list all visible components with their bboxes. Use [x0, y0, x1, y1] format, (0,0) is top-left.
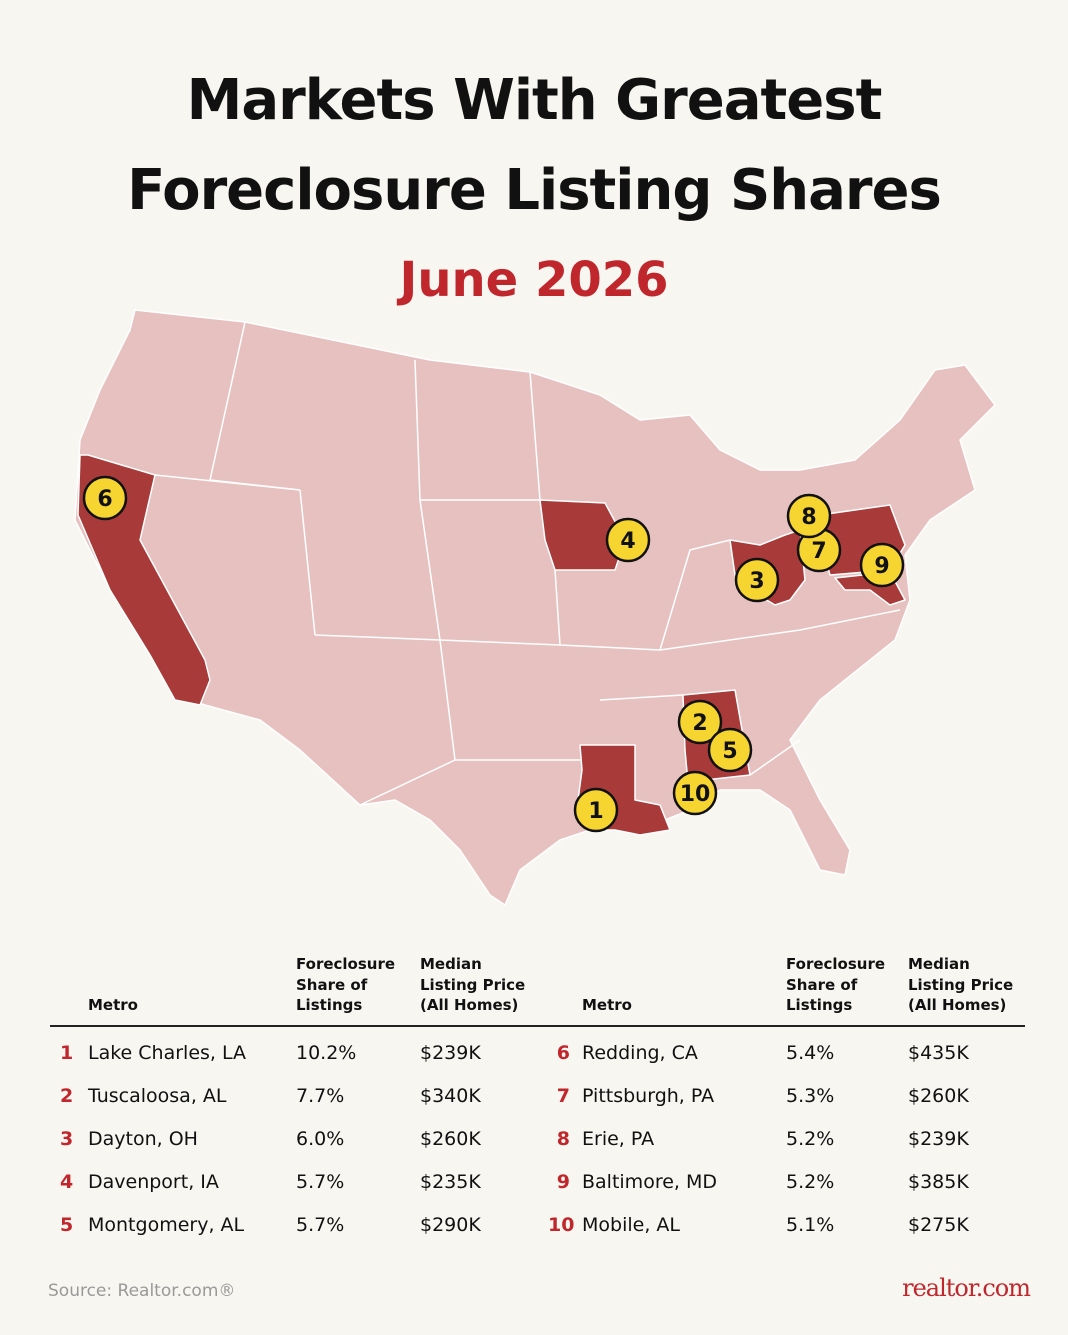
column-header: Foreclosure Share of Listings	[296, 955, 396, 1014]
marker-circle	[677, 699, 723, 745]
marker-label: 2	[692, 711, 707, 736]
marker-label: 10	[680, 782, 711, 807]
marker-label: 9	[874, 554, 889, 579]
subtitle: June 2026	[399, 252, 669, 308]
rank: 3	[60, 1128, 74, 1150]
share: 5.4%	[786, 1042, 835, 1064]
price: $385K	[908, 1171, 969, 1193]
marker-label: 7	[811, 539, 826, 564]
marker-circle	[786, 493, 832, 539]
share: 10.2%	[296, 1042, 357, 1064]
rank: 6	[556, 1042, 570, 1064]
rank: 5	[60, 1214, 74, 1236]
marker-circle	[672, 770, 718, 816]
metro: Baltimore, MD	[582, 1171, 718, 1193]
title-line: Markets With Greatest	[186, 68, 883, 133]
rank: 10	[548, 1214, 575, 1236]
share: 5.1%	[786, 1214, 835, 1236]
price: $239K	[420, 1042, 481, 1064]
us-outline	[74, 309, 996, 906]
rank: 8	[556, 1128, 570, 1150]
rank: 4	[60, 1171, 74, 1193]
price: $260K	[908, 1085, 969, 1107]
title-line: Foreclosure Listing Shares	[127, 158, 942, 223]
state-highlight	[539, 499, 626, 571]
price: $290K	[420, 1214, 481, 1236]
price: $275K	[908, 1214, 969, 1236]
logo: realtor.com	[902, 1274, 1031, 1302]
price: $435K	[908, 1042, 969, 1064]
source: Source: Realtor.com®	[48, 1281, 236, 1301]
rank: 7	[556, 1085, 570, 1107]
rank: 2	[60, 1085, 74, 1107]
marker-circle	[605, 517, 651, 563]
marker-label: 4	[620, 529, 635, 554]
marker-label: 5	[722, 739, 737, 764]
metro: Erie, PA	[582, 1128, 655, 1150]
marker-circle	[82, 475, 128, 521]
marker-circle	[734, 557, 780, 603]
column-header: Foreclosure Share of Listings	[786, 955, 886, 1014]
marker-circle	[859, 542, 905, 588]
metro: Tuscaloosa, AL	[88, 1085, 227, 1107]
price: $239K	[908, 1128, 969, 1150]
share: 7.7%	[296, 1085, 345, 1107]
metro: Dayton, OH	[88, 1128, 198, 1150]
column-header: Metro	[88, 996, 138, 1014]
share: 5.2%	[786, 1171, 835, 1193]
markers: 1 2 3 4 5 6 7 8 9 10	[82, 475, 905, 833]
marker-circle	[707, 727, 753, 773]
rank: 1	[60, 1042, 74, 1064]
share: 5.7%	[296, 1214, 345, 1236]
marker-circle	[573, 787, 619, 833]
us-map: 1 2 3 4 5 6 7 8 9 10	[74, 309, 996, 906]
metro: Mobile, AL	[582, 1214, 680, 1236]
metro: Davenport, IA	[88, 1171, 219, 1193]
header-rule	[50, 1025, 1025, 1027]
metro: Montgomery, AL	[88, 1214, 245, 1236]
marker-label: 8	[801, 505, 816, 530]
share: 6.0%	[296, 1128, 345, 1150]
metro: Redding, CA	[582, 1042, 698, 1064]
share: 5.3%	[786, 1085, 835, 1107]
metro: Pittsburgh, PA	[582, 1085, 715, 1107]
share: 5.2%	[786, 1128, 835, 1150]
price: $340K	[420, 1085, 481, 1107]
price: $260K	[420, 1128, 481, 1150]
column-header: Metro	[582, 996, 632, 1014]
marker-label: 1	[588, 799, 603, 824]
marker-label: 6	[97, 487, 112, 512]
rank: 9	[556, 1171, 570, 1193]
state-borders	[154, 321, 901, 806]
column-header: Median Listing Price (All Homes)	[420, 955, 526, 1014]
metro: Lake Charles, LA	[88, 1042, 247, 1064]
price: $235K	[420, 1171, 481, 1193]
share: 5.7%	[296, 1171, 345, 1193]
marker-label: 3	[749, 569, 764, 594]
column-header: Median Listing Price (All Homes)	[908, 955, 1014, 1014]
